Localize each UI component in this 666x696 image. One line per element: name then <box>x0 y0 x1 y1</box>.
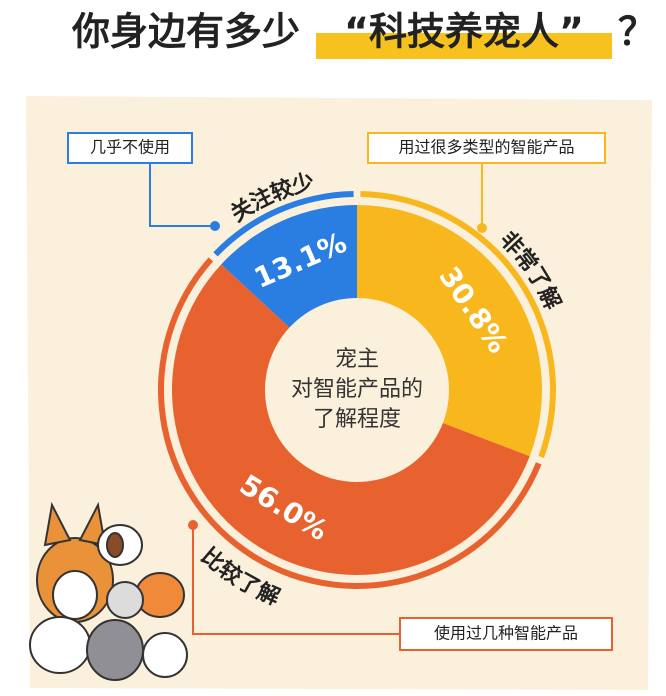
callout-box <box>399 617 613 651</box>
callout-text: 用过很多类型的智能产品 <box>398 138 574 157</box>
title-part: 你身边有多少 <box>71 10 300 54</box>
donut-segment <box>221 205 357 328</box>
title-highlight <box>316 33 612 59</box>
callout-text: 几乎不使用 <box>90 138 170 157</box>
center-disc <box>269 302 445 478</box>
title-highlight-text: “科技养宠人” <box>344 10 584 54</box>
callout-connector <box>192 525 400 635</box>
pets-illustration <box>29 501 188 681</box>
callout-dot <box>477 223 487 233</box>
donut-segment <box>171 264 530 575</box>
callout-connector <box>149 163 215 227</box>
center-label: 对智能产品的 <box>291 377 423 402</box>
center-label: 了解程度 <box>313 407 401 432</box>
donut-segment <box>357 205 542 457</box>
callout-text: 使用过几种智能产品 <box>434 624 578 643</box>
outer-ring-arc <box>213 191 354 257</box>
callout-box <box>67 132 193 164</box>
callout-dot <box>188 520 198 530</box>
callout-box <box>367 132 606 164</box>
title-part: ？ <box>618 10 656 54</box>
callout-dot <box>210 221 220 231</box>
center-label: 宠主 <box>335 347 379 372</box>
